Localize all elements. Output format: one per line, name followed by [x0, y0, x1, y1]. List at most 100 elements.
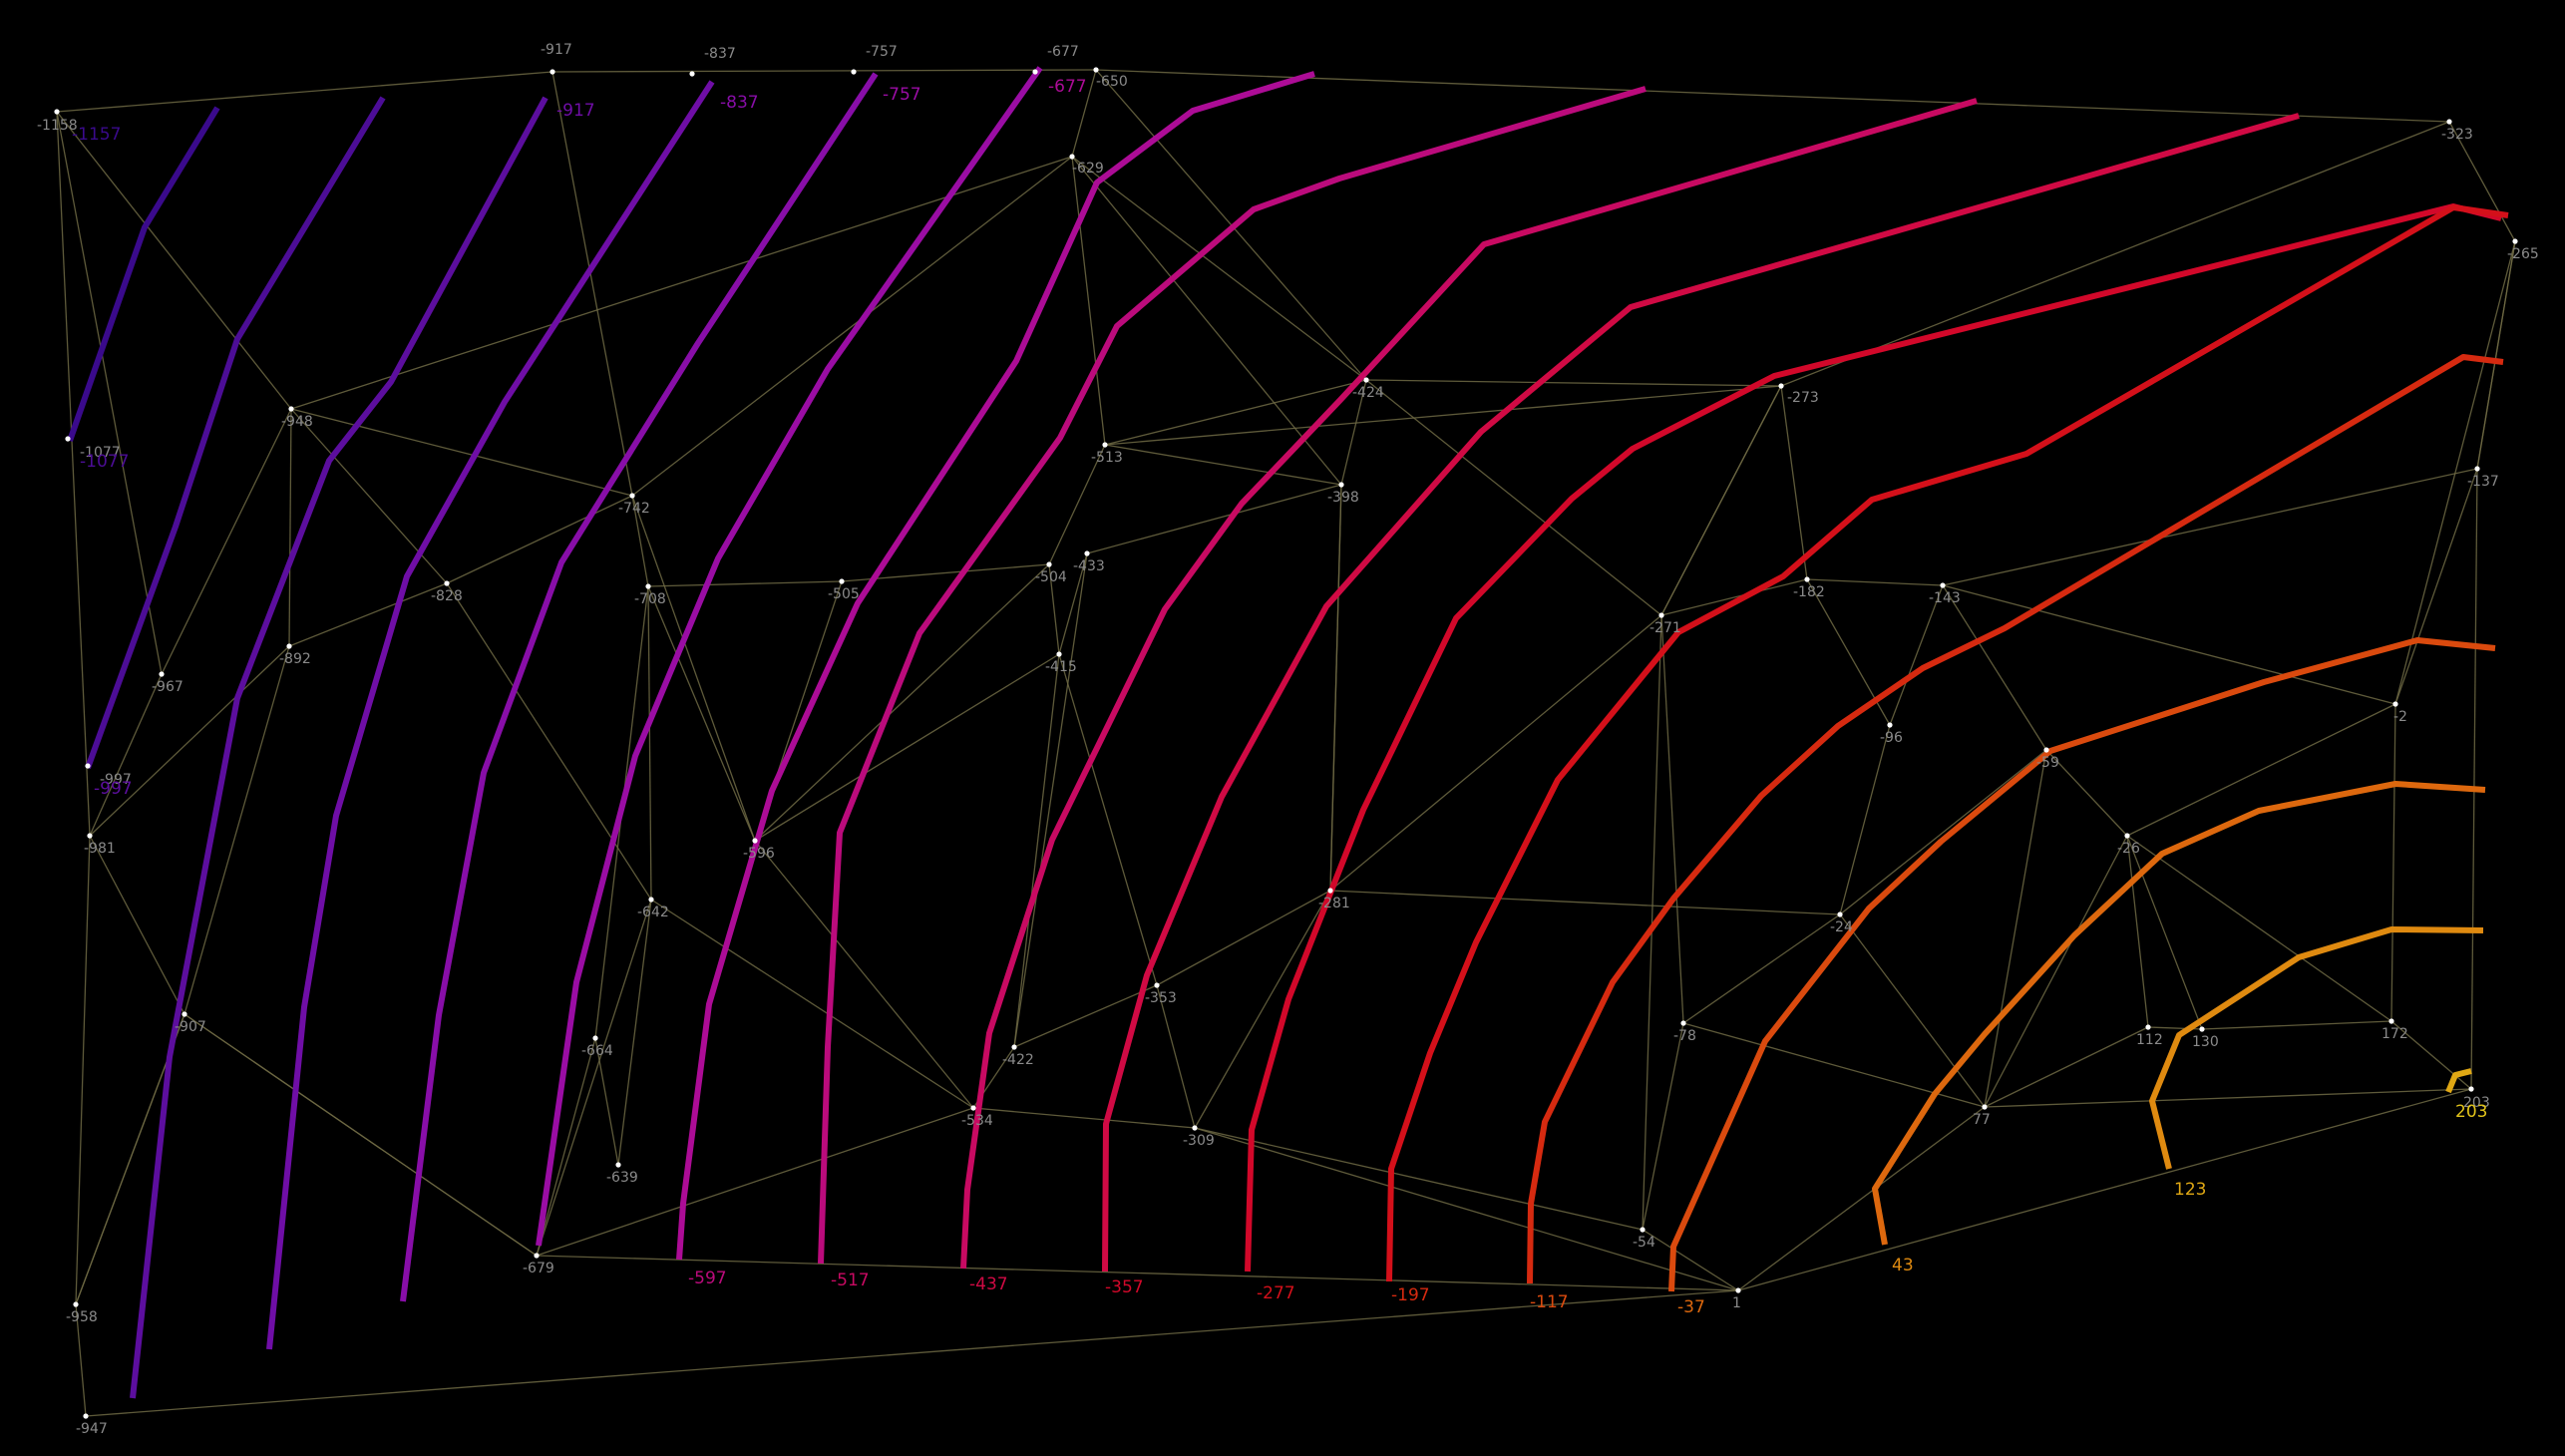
contour-line	[67, 106, 220, 442]
contour-line	[130, 96, 549, 1399]
node-value-label: -967	[152, 679, 183, 695]
mesh-node	[2124, 833, 2130, 839]
node-value-label: -650	[1096, 74, 1128, 90]
node-value-label: -828	[431, 588, 463, 604]
mesh-node	[54, 109, 60, 115]
mesh-node	[1338, 482, 1344, 488]
mesh-edge	[536, 1107, 974, 1257]
mesh-edge	[1013, 984, 1158, 1048]
node-value-label: -137	[2467, 474, 2499, 490]
mesh-nodes: -1158 -1077 -997 -917 -837 -757 -677 -650 -629 -9…	[37, 42, 2539, 1437]
mesh-edge	[2448, 121, 2516, 242]
mesh-node	[1982, 1104, 1988, 1110]
mesh-node	[286, 643, 292, 649]
contour-labels: -1157 -1077 -997 -917 -837 -757 -677 -597 -517 -4…	[72, 77, 2487, 1317]
mesh-node	[85, 763, 91, 769]
mesh-node	[182, 1011, 187, 1017]
node-value-label: -639	[606, 1170, 638, 1186]
node-value-label: -182	[1793, 584, 1825, 600]
node-value-label: 203	[2463, 1095, 2490, 1111]
contour-line	[400, 72, 879, 1302]
node-value-label: -59	[2036, 755, 2059, 771]
mesh-node	[288, 406, 294, 412]
mesh-edge	[1660, 385, 1782, 616]
mesh-edge	[1058, 653, 1158, 986]
mesh-edge	[1984, 835, 2128, 1108]
node-value-label: -907	[175, 1019, 206, 1035]
contour-line	[1668, 637, 2496, 1292]
mesh-edge	[1942, 468, 2478, 586]
node-value-label: -54	[1633, 1235, 1655, 1251]
mesh-edge	[754, 563, 1050, 842]
mesh-edge	[1048, 563, 1060, 655]
node-value-label: -708	[634, 591, 666, 607]
mesh-edge	[1071, 156, 1367, 381]
mesh-edge	[754, 653, 1060, 842]
node-value-label: -1158	[37, 118, 78, 134]
mesh-node	[1837, 911, 1843, 917]
mesh-node	[689, 71, 695, 77]
contour-label: -1077	[80, 452, 129, 472]
mesh-edge	[1104, 379, 1367, 446]
node-value-label: -424	[1352, 385, 1384, 401]
mesh-edge	[1013, 653, 1060, 1048]
mesh-edge	[2470, 468, 2478, 1090]
mesh-edge	[1013, 552, 1088, 1048]
mesh-edge	[972, 1107, 1196, 1129]
contour-label: -1157	[72, 125, 121, 145]
node-value-label: 130	[2192, 1034, 2219, 1050]
contour-label: -837	[720, 93, 759, 113]
node-value-label: -505	[828, 586, 860, 602]
node-value-label: -265	[2507, 246, 2539, 262]
mesh-edge	[1194, 1127, 1644, 1231]
node-value-label: -271	[1649, 620, 1681, 636]
mesh-edge	[161, 408, 292, 675]
node-value-label: -958	[66, 1309, 98, 1325]
mesh-edge	[754, 840, 974, 1109]
contour-label: -597	[688, 1269, 727, 1288]
mesh-edge	[1780, 385, 1808, 580]
mesh-edge	[551, 71, 633, 497]
mesh-node	[2043, 747, 2049, 753]
mesh-edge	[1806, 578, 1891, 726]
mesh-node	[444, 580, 450, 586]
mesh-node	[1084, 550, 1090, 556]
mesh-edge	[85, 1289, 1739, 1417]
mesh-node	[970, 1105, 976, 1111]
contour-label: -117	[1530, 1292, 1569, 1312]
mesh-edge	[89, 645, 290, 837]
mesh-edge	[89, 673, 163, 837]
mesh-node	[1093, 67, 1099, 73]
contour-line	[85, 96, 386, 770]
mesh-edge	[2045, 749, 2128, 837]
node-value-label: -981	[84, 841, 116, 857]
mesh-edge	[446, 582, 652, 901]
mesh-edges	[56, 69, 2516, 1417]
mesh-node	[752, 838, 758, 844]
mesh-edge	[1156, 890, 1331, 986]
mesh-node	[851, 69, 857, 75]
mesh-edge	[1340, 379, 1367, 486]
node-value-label: -323	[2441, 127, 2473, 143]
mesh-edge	[536, 1255, 1739, 1291]
mesh-node	[2145, 1024, 2151, 1030]
mesh-edge	[56, 71, 553, 113]
mesh-edge	[1329, 890, 1841, 915]
contour-label: -197	[1391, 1285, 1430, 1305]
mesh-edge	[1889, 584, 1944, 726]
contour-line	[266, 80, 715, 1350]
node-value-label: -664	[581, 1043, 613, 1059]
contour-label: 123	[2174, 1180, 2206, 1200]
mesh-node	[615, 1162, 621, 1168]
mesh-edge	[1365, 379, 1782, 387]
mesh-edge	[631, 156, 1073, 497]
mesh-edge	[1071, 156, 1106, 446]
mesh-edge	[2394, 240, 2516, 705]
node-value-label: -892	[279, 651, 311, 667]
mesh-node	[2512, 238, 2518, 244]
contour-label: -437	[969, 1274, 1008, 1294]
mesh-node	[2388, 1018, 2394, 1024]
node-value-label: -398	[1327, 490, 1359, 506]
mesh-edge	[290, 156, 1073, 410]
mesh-edge	[1194, 890, 1331, 1129]
